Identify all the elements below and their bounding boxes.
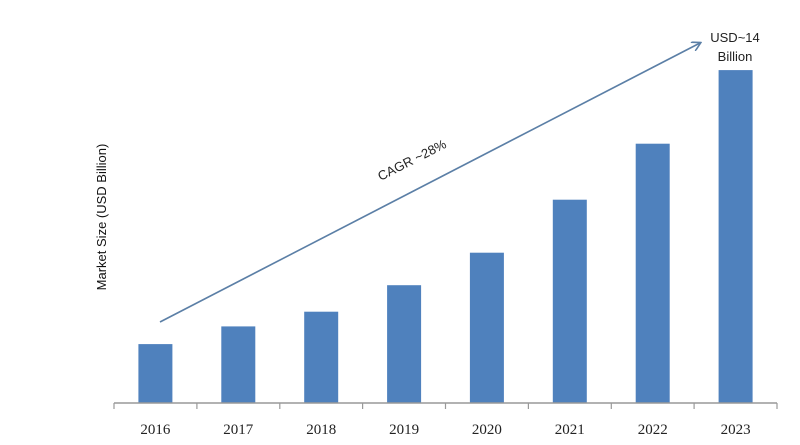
- x-tick-label-2021: 2021: [555, 422, 585, 438]
- x-tick-label-2019: 2019: [389, 422, 419, 438]
- bar-2020: [469, 252, 504, 403]
- x-tick-label-2016: 2016: [140, 422, 171, 438]
- x-axis-tick-labels: 2016 2017 2018 2019 2020 2021 2022 2023: [140, 422, 750, 438]
- x-tick-label-2020: 2020: [472, 422, 502, 438]
- cagr-label: CAGR ~28%: [375, 136, 449, 184]
- bar-2018: [304, 311, 339, 403]
- y-axis-title: Market Size (USD Billion): [94, 144, 109, 291]
- x-tick-label-2023: 2023: [721, 422, 751, 438]
- x-tick-label-2018: 2018: [306, 422, 336, 438]
- end-value-label-line1: USD~14: [710, 30, 760, 45]
- x-tick-label-2022: 2022: [638, 422, 668, 438]
- bar-2019: [387, 285, 422, 403]
- bar-2023: [718, 70, 753, 403]
- bar-2021: [552, 199, 587, 403]
- end-value-label-line2: Billion: [718, 49, 753, 64]
- x-tick-label-2017: 2017: [223, 422, 254, 438]
- bar-2017: [221, 326, 256, 403]
- cagr-trend-arrow: [159, 43, 700, 323]
- bar-2022: [635, 143, 670, 403]
- x-axis-ticks: [113, 403, 778, 409]
- bars-group: [138, 70, 753, 403]
- bar-2016: [138, 344, 173, 403]
